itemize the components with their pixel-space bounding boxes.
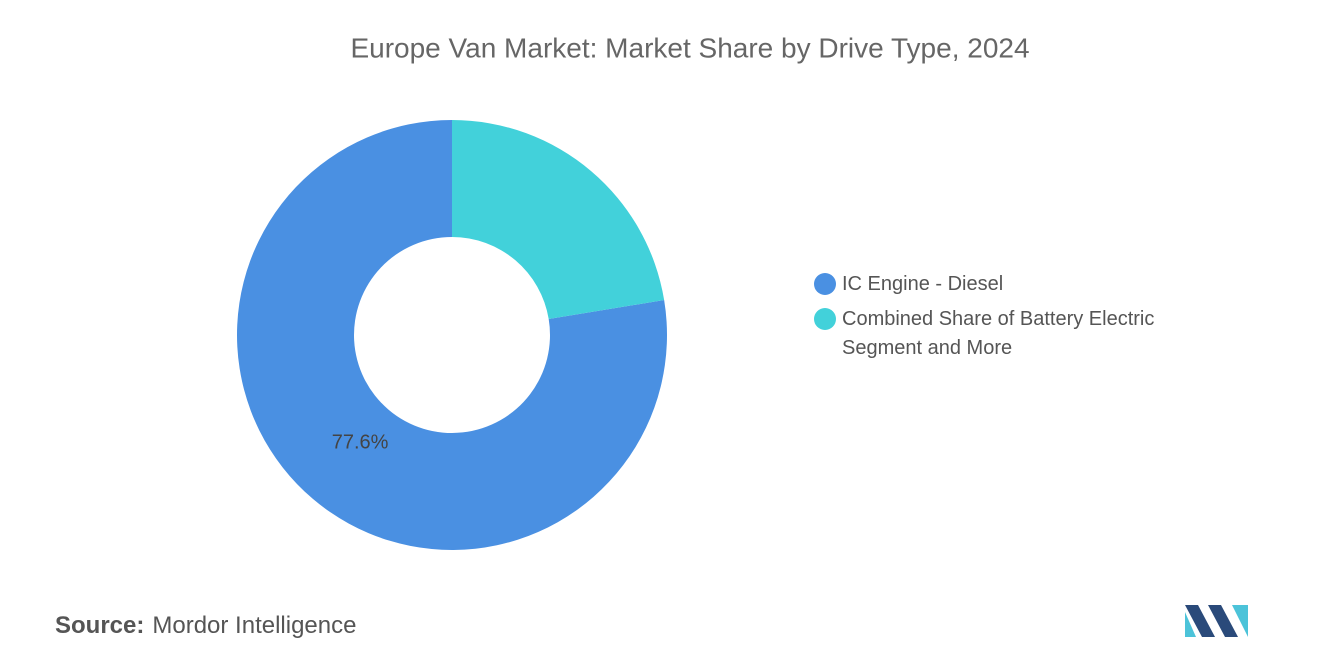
slice xyxy=(236,120,667,550)
legend-swatch xyxy=(814,273,836,295)
slice xyxy=(452,120,665,320)
chart-title: Europe Van Market: Market Share by Drive… xyxy=(350,32,1029,63)
legend-item: Combined Share of Battery Electric Segme… xyxy=(814,305,1214,363)
source-label: Source: xyxy=(55,612,145,639)
footer: Source: Mordor Intelligence xyxy=(55,612,356,640)
source: Mordor Intelligence xyxy=(152,612,357,639)
legend-item: IC Engine - Diesel xyxy=(814,270,1214,299)
logo xyxy=(1185,605,1248,637)
legend-label: IC Engine - Diesel xyxy=(842,273,1004,295)
legend-label: Combined Share of Battery Electric Segme… xyxy=(842,308,1155,359)
legend: IC Engine - Diesel Combined Share of Batt… xyxy=(814,270,1214,369)
data-label: 77.6% xyxy=(332,432,389,454)
legend-swatch xyxy=(814,308,836,330)
